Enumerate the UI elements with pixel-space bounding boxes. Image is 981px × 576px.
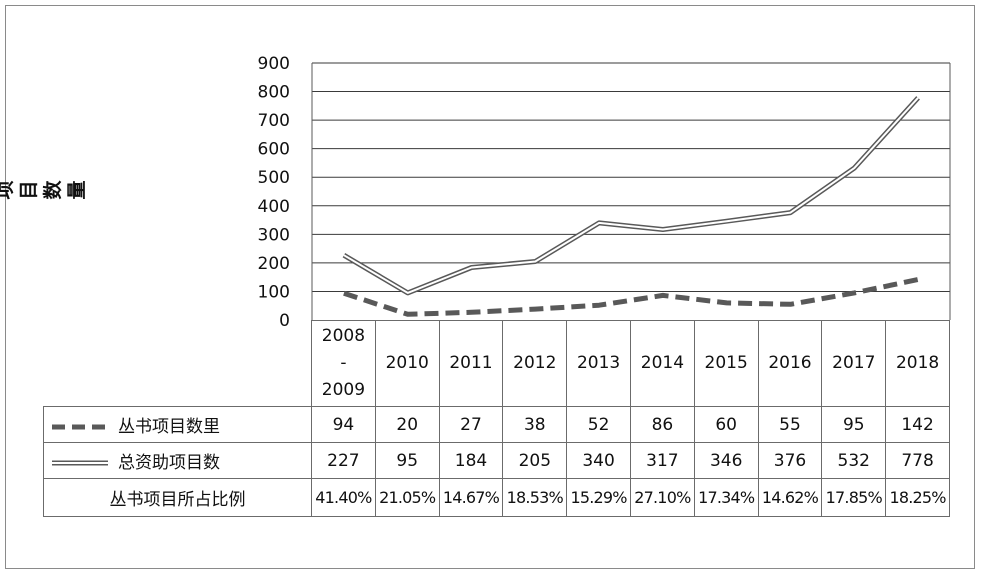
y-tick-label: 500: [258, 168, 290, 188]
y-tick-label: 800: [258, 83, 290, 103]
x-tick-label: 2016: [757, 320, 823, 407]
table-cell: 95: [821, 406, 887, 443]
legend-text: 丛书项目数里: [118, 417, 220, 437]
chart-frame: [5, 5, 975, 569]
table-cell: 55: [757, 406, 823, 443]
table-cell: 18.53%: [502, 478, 568, 517]
data-table: 2008-2009 2010 2011 2012 2013 2014 2015 2016 201…: [43, 320, 950, 517]
series-line-total-inner: [343, 97, 919, 294]
x-tick-label: 2017: [821, 320, 887, 407]
series-line-congshu: [343, 277, 919, 317]
table-cell: 14.67%: [438, 478, 504, 517]
table-cell: 376: [757, 442, 823, 479]
table-corner-blank: [43, 320, 312, 407]
x-tick-label: 2015: [693, 320, 759, 407]
table-cell: 778: [885, 442, 950, 479]
x-tick-label: 2018: [885, 320, 950, 407]
table-cell: 346: [693, 442, 759, 479]
table-cell: 18.25%: [885, 478, 950, 517]
table-cell: 17.85%: [821, 478, 887, 517]
series-line-total: [342, 96, 920, 296]
x-tick-label: 2012: [502, 320, 568, 407]
y-tick-label: 900: [258, 54, 290, 74]
y-tick-label: 400: [258, 197, 290, 217]
table-cell: 52: [566, 406, 631, 443]
table-cell: 317: [629, 442, 695, 479]
x-tick-label: 2008-2009: [311, 320, 376, 407]
table-cell: 27: [438, 406, 504, 443]
table-cell: 227: [311, 442, 376, 479]
row-congshu-label: 丛书项目数里: [43, 406, 312, 443]
y-tick-label: 300: [258, 225, 290, 245]
table-cell: 94: [311, 406, 376, 443]
table-cell: 20: [374, 406, 440, 443]
table-cell: 38: [502, 406, 568, 443]
table-cell: 17.34%: [693, 478, 759, 517]
table-cell: 532: [821, 442, 887, 479]
table-cell: 60: [693, 406, 759, 443]
x-tick-label: 2010: [374, 320, 440, 407]
table-cell: 14.62%: [757, 478, 823, 517]
y-tick-label: 100: [258, 282, 290, 302]
table-cell: 41.40%: [311, 478, 376, 517]
legend-text: 总资助项目数: [118, 453, 220, 473]
table-cell: 340: [566, 442, 631, 479]
table-cell: 184: [438, 442, 504, 479]
y-axis-label: 项目数量: [0, 180, 88, 200]
legend-double-line-icon: [52, 460, 108, 466]
x-tick-label: 2013: [566, 320, 631, 407]
row-total-label: 总资助项目数: [43, 442, 312, 479]
x-tick-label: 2014: [629, 320, 695, 407]
table-cell: 95: [374, 442, 440, 479]
row-ratio-label: 丛书项目所占比例: [43, 478, 312, 517]
y-tick-label: 700: [258, 111, 290, 131]
table-cell: 205: [502, 442, 568, 479]
table-cell: 27.10%: [629, 478, 695, 517]
y-tick-label: 600: [258, 140, 290, 160]
table-cell: 86: [629, 406, 695, 443]
x-tick-label: 2011: [438, 320, 504, 407]
y-tick-label: 200: [258, 254, 290, 274]
table-cell: 142: [885, 406, 950, 443]
table-cell: 15.29%: [566, 478, 631, 517]
legend-dashed-line-icon: [52, 424, 108, 430]
table-cell: 21.05%: [374, 478, 440, 517]
